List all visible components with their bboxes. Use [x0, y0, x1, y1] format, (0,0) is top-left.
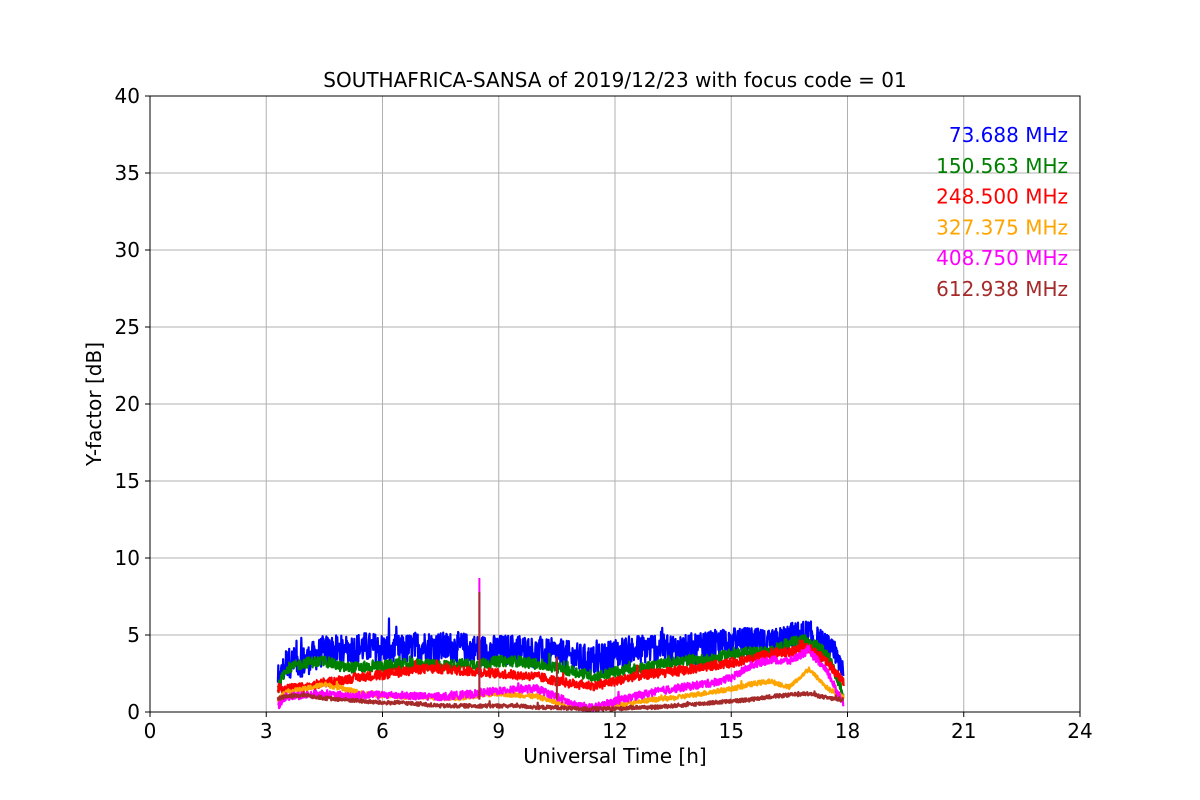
series-line-5 [276, 690, 845, 712]
series-line-2 [276, 639, 845, 694]
series-line-0 [276, 617, 845, 691]
series-line-4 [277, 644, 845, 712]
y-tick-label: 0 [127, 700, 140, 724]
x-tick-label: 24 [1067, 719, 1092, 743]
y-tick-label: 5 [127, 623, 140, 647]
x-tick-label: 12 [602, 719, 627, 743]
legend: 73.688 MHz 150.563 MHz 248.500 MHz 327.375 … [936, 123, 1068, 301]
y-tick-label: 10 [115, 546, 140, 570]
legend-entry-5: 612.938 MHz [936, 277, 1068, 301]
x-tick-label: 0 [144, 719, 157, 743]
legend-entry-3: 327.375 MHz [936, 215, 1068, 239]
y-axis-label: Y-factor [dB] [82, 342, 106, 467]
x-tick-label: 9 [492, 719, 505, 743]
x-tick-label: 21 [951, 719, 976, 743]
legend-entry-2: 248.500 MHz [936, 185, 1068, 209]
legend-entry-0: 73.688 MHz [949, 123, 1068, 147]
y-tick-label: 20 [115, 392, 140, 416]
y-tick-label: 15 [115, 469, 140, 493]
series-line-1 [276, 634, 845, 700]
ticks: 0 3 6 9 12 15 18 21 24 0 5 10 15 20 25 30 35 40 [115, 84, 1093, 743]
x-axis-label: Universal Time [h] [523, 744, 706, 768]
y-tick-label: 25 [115, 315, 140, 339]
x-tick-label: 15 [719, 719, 744, 743]
legend-entry-4: 408.750 MHz [936, 246, 1068, 270]
legend-entry-1: 150.563 MHz [936, 154, 1068, 178]
y-tick-label: 35 [115, 161, 140, 185]
y-tick-label: 30 [115, 238, 140, 262]
y-tick-label: 40 [115, 84, 140, 108]
x-tick-label: 6 [376, 719, 389, 743]
series-layer [276, 578, 845, 712]
x-tick-label: 3 [260, 719, 273, 743]
chart-title: SOUTHAFRICA-SANSA of 2019/12/23 with foc… [323, 68, 907, 92]
x-tick-label: 18 [835, 719, 860, 743]
